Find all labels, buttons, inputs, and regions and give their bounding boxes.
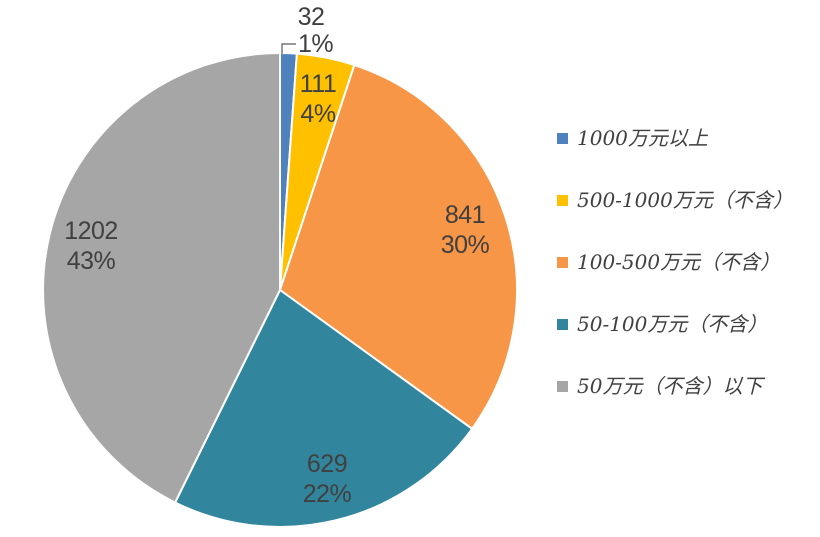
legend-label: 50万元（不含）以下 — [577, 374, 763, 398]
legend-item-1: 1000万元以上 — [557, 126, 793, 150]
legend-label: 1000万元以上 — [577, 126, 708, 150]
slice-value-label: 629 — [307, 450, 347, 478]
slice-value-label: 32 — [298, 3, 325, 31]
legend-item-5: 50万元（不含）以下 — [557, 374, 793, 398]
slice-pct-label: 1% — [298, 30, 333, 58]
pie-slice-3 — [279, 64, 518, 430]
pie-slice-4 — [174, 289, 474, 528]
slice-value-label: 1202 — [64, 217, 118, 245]
slice-pct-label: 30% — [441, 231, 490, 259]
legend-label: 500-1000万元（不含） — [577, 188, 793, 212]
slice-value-label: 841 — [445, 201, 485, 229]
legend-label: 100-500万元（不含） — [577, 250, 781, 274]
legend-item-3: 100-500万元（不含） — [557, 250, 793, 274]
slice-pct-label: 22% — [303, 480, 352, 508]
legend-label: 50-100万元（不含） — [577, 312, 768, 336]
slice-pct-label: 4% — [300, 100, 335, 128]
legend-item-2: 500-1000万元（不含） — [557, 188, 793, 212]
legend: 1000万元以上 500-1000万元（不含） 100-500万元（不含） 50-10… — [557, 126, 793, 436]
legend-swatch — [557, 132, 568, 144]
slice-value-label: 111 — [300, 70, 337, 98]
legend-item-4: 50-100万元（不含） — [557, 312, 793, 336]
legend-swatch — [557, 256, 568, 268]
leader-line — [281, 43, 296, 54]
legend-swatch — [557, 318, 568, 330]
legend-swatch — [557, 380, 568, 392]
legend-swatch — [557, 194, 568, 206]
pie-slice-5 — [42, 52, 281, 504]
slice-pct-label: 43% — [67, 247, 116, 275]
